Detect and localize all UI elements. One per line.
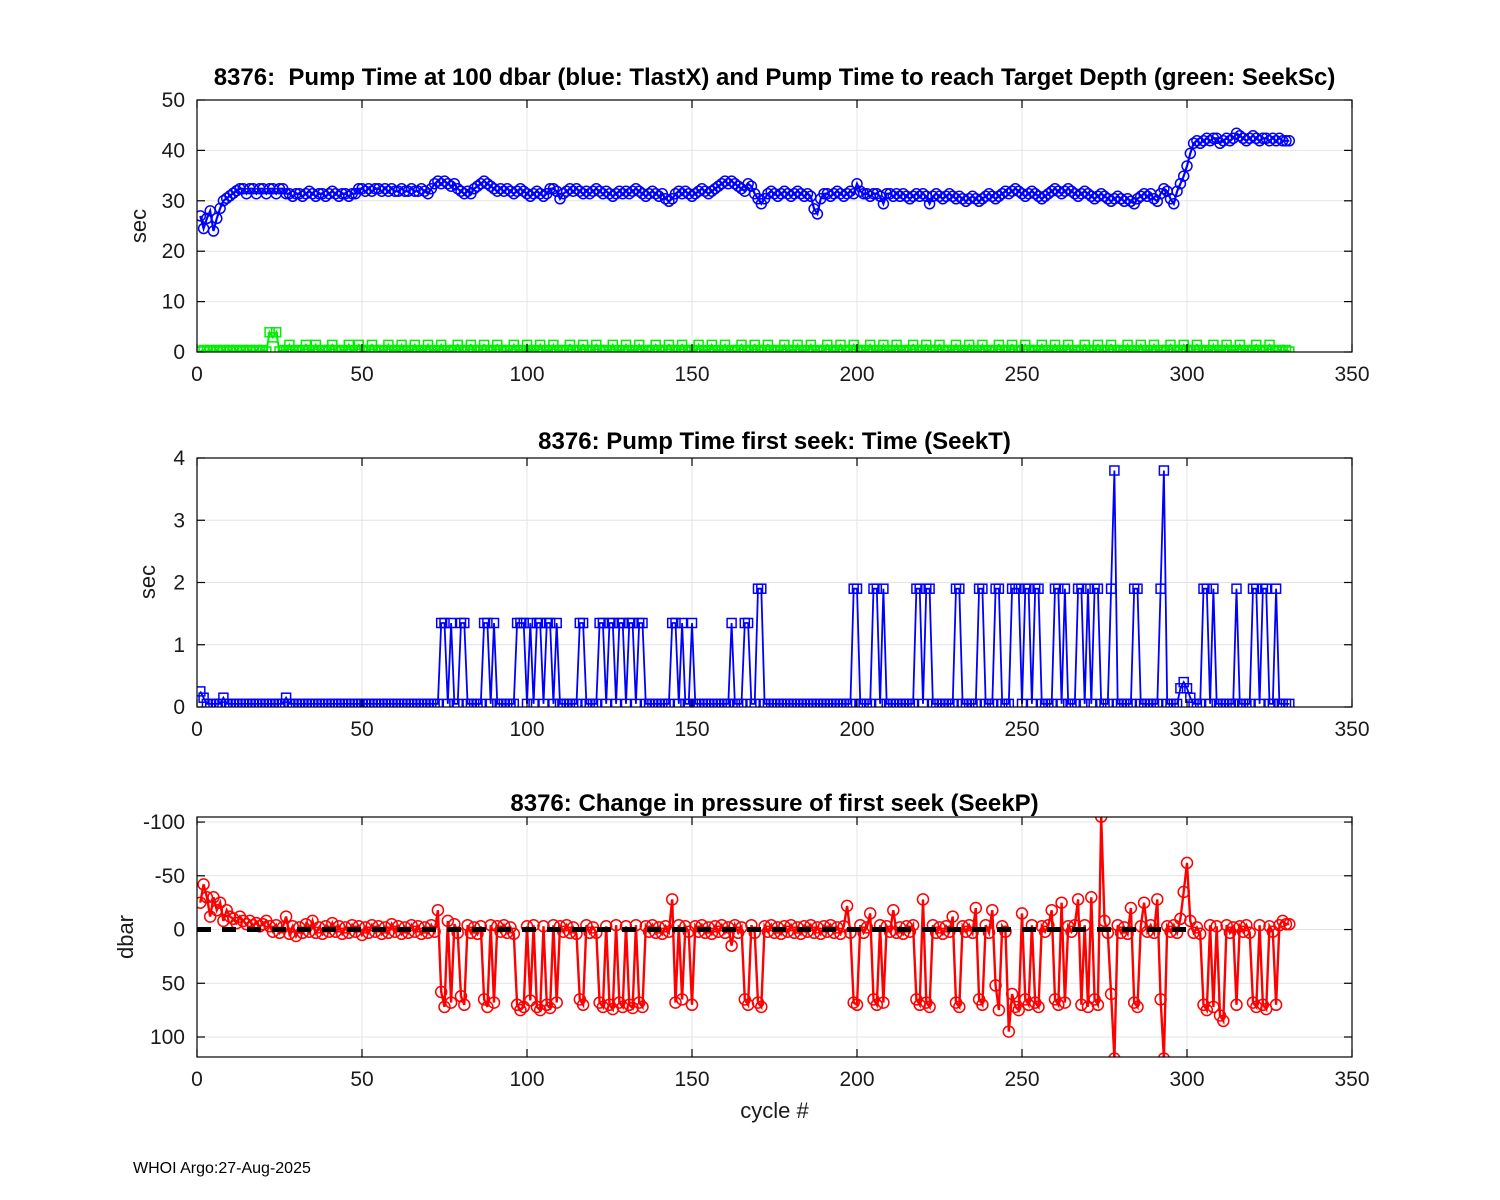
svg-text:200: 200 xyxy=(839,363,874,386)
plot1-title: 8376: Pump Time at 100 dbar (blue: Tlast… xyxy=(213,64,1336,91)
svg-text:0: 0 xyxy=(173,696,185,719)
svg-text:0: 0 xyxy=(191,1068,203,1091)
svg-text:50: 50 xyxy=(162,89,185,112)
plot1-ylabel: sec xyxy=(126,208,151,244)
svg-text:-50: -50 xyxy=(155,865,185,888)
svg-text:50: 50 xyxy=(162,972,185,995)
svg-text:100: 100 xyxy=(509,1068,544,1091)
svg-text:0: 0 xyxy=(173,919,185,942)
svg-text:300: 300 xyxy=(1169,1068,1204,1091)
svg-text:10: 10 xyxy=(162,291,185,314)
svg-text:200: 200 xyxy=(839,718,874,741)
svg-text:4: 4 xyxy=(173,447,185,470)
svg-text:0: 0 xyxy=(173,341,185,364)
svg-text:0: 0 xyxy=(191,718,203,741)
svg-text:250: 250 xyxy=(1004,718,1039,741)
plot3-title: 8376: Change in pressure of first seek (… xyxy=(510,790,1039,817)
svg-text:2: 2 xyxy=(173,572,185,595)
svg-text:300: 300 xyxy=(1169,363,1204,386)
svg-text:150: 150 xyxy=(674,718,709,741)
svg-text:350: 350 xyxy=(1334,718,1369,741)
svg-text:3: 3 xyxy=(173,509,185,532)
svg-text:200: 200 xyxy=(839,1068,874,1091)
figure-footer: WHOI Argo:27-Aug-2025 xyxy=(133,1160,311,1177)
svg-text:20: 20 xyxy=(162,240,185,263)
svg-text:100: 100 xyxy=(509,718,544,741)
svg-text:0: 0 xyxy=(191,363,203,386)
svg-text:100: 100 xyxy=(150,1026,185,1049)
svg-text:50: 50 xyxy=(350,718,373,741)
svg-text:50: 50 xyxy=(350,1068,373,1091)
svg-text:40: 40 xyxy=(162,139,185,162)
svg-text:-100: -100 xyxy=(143,811,185,834)
svg-text:150: 150 xyxy=(674,363,709,386)
svg-text:1: 1 xyxy=(173,634,185,657)
plot2-ylabel: sec xyxy=(135,564,160,600)
svg-text:350: 350 xyxy=(1334,363,1369,386)
svg-text:250: 250 xyxy=(1004,363,1039,386)
x-axis-label: cycle # xyxy=(740,1098,809,1123)
plot2-title: 8376: Pump Time first seek: Time (SeekT) xyxy=(538,428,1011,455)
plot3-ylabel: dbar xyxy=(113,914,138,960)
svg-text:30: 30 xyxy=(162,190,185,213)
svg-text:50: 50 xyxy=(350,363,373,386)
svg-text:350: 350 xyxy=(1334,1068,1369,1091)
svg-text:300: 300 xyxy=(1169,718,1204,741)
svg-text:250: 250 xyxy=(1004,1068,1039,1091)
svg-text:100: 100 xyxy=(509,363,544,386)
svg-text:150: 150 xyxy=(674,1068,709,1091)
